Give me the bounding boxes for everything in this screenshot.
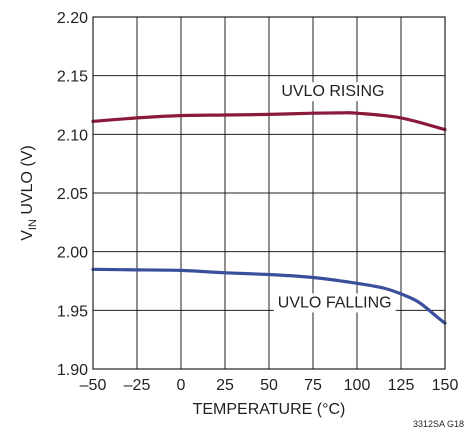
series-layer: [91, 111, 447, 325]
x-tick-label: 25: [216, 377, 234, 394]
series-line-uvlo-falling: [91, 267, 447, 325]
x-tick-label: 125: [388, 377, 415, 394]
series-label-uvlo-falling: UVLO FALLING: [278, 294, 392, 311]
grid-lines: [93, 17, 445, 369]
figure-id-annotation: 3312SA G18: [413, 419, 464, 429]
x-tick-labels: –50 –25 0 25 50 75 100 125 150: [80, 377, 459, 394]
y-tick-label: 2.00: [57, 245, 88, 262]
x-tick-label: 75: [304, 377, 322, 394]
series-line-uvlo-rising: [91, 111, 447, 132]
x-tick-label: –50: [80, 377, 107, 394]
x-tick-label: 150: [432, 377, 459, 394]
falling-label-background: [273, 293, 396, 313]
x-tick-label: –25: [124, 377, 151, 394]
y-tick-label: 1.90: [57, 362, 88, 379]
x-tick-label: 0: [177, 377, 186, 394]
y-axis-title-rest: UVLO (V): [19, 145, 36, 219]
series-label-uvlo-rising: UVLO RISING: [281, 83, 384, 100]
x-tick-label: 50: [260, 377, 278, 394]
plot-frame: [92, 16, 446, 370]
y-axis-title-subscript: IN: [27, 219, 39, 230]
y-axis-title-main: V: [19, 230, 36, 241]
x-axis-title: TEMPERATURE (°C): [193, 401, 346, 418]
y-tick-label: 2.20: [57, 10, 88, 27]
y-tick-label: 2.15: [57, 69, 88, 86]
y-tick-label: 1.95: [57, 303, 88, 320]
y-axis-title: VIN UVLO (V): [19, 145, 39, 240]
y-tick-label: 2.10: [57, 127, 88, 144]
rising-label-background: [277, 82, 389, 102]
x-tick-label: 100: [344, 377, 371, 394]
y-tick-label: 2.05: [57, 186, 88, 203]
y-tick-labels: 1.90 1.95 2.00 2.05 2.10 2.15 2.20: [57, 10, 88, 379]
